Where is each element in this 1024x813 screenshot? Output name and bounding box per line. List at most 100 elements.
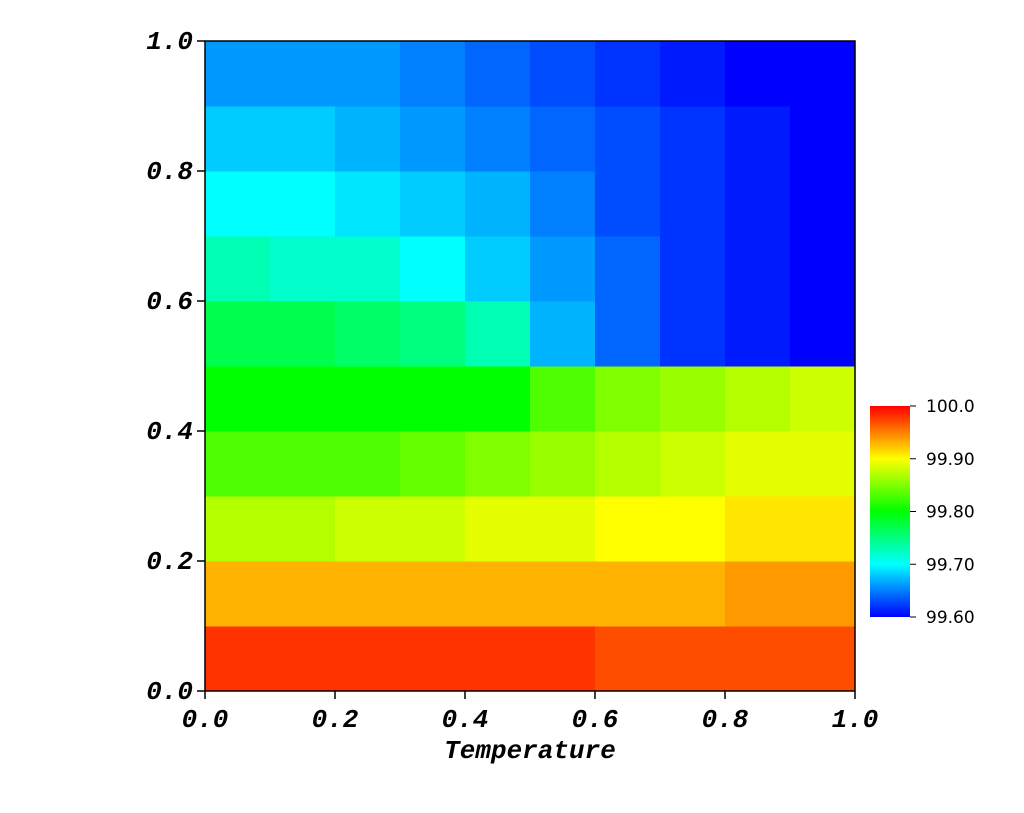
heat-cell [790, 41, 856, 107]
heat-cell [530, 561, 596, 627]
y-tick-label: 1.0 [146, 27, 193, 57]
heat-cell [205, 431, 271, 497]
heat-cell [595, 301, 661, 367]
heat-cell [725, 236, 791, 302]
heat-cell [465, 431, 531, 497]
heat-cell [465, 41, 531, 107]
heat-cell [335, 41, 401, 107]
heat-cell [530, 626, 596, 692]
heat-cell [530, 366, 596, 432]
heat-cell [530, 236, 596, 302]
heat-cell [270, 626, 336, 692]
colorbar-tick-label: 100.0 [926, 397, 975, 417]
heat-cell [790, 366, 856, 432]
heat-cell [205, 236, 271, 302]
heat-cell [335, 431, 401, 497]
heat-cell [660, 626, 726, 692]
heat-cell [270, 106, 336, 172]
y-tick-label: 0.6 [146, 287, 193, 317]
heat-cell [270, 236, 336, 302]
x-tick-label: 0.4 [442, 705, 489, 735]
heat-cell [595, 106, 661, 172]
heat-cell [465, 301, 531, 367]
heat-cell [465, 106, 531, 172]
heat-cell [660, 301, 726, 367]
heat-cell [465, 236, 531, 302]
heat-cell [790, 301, 856, 367]
heat-cell [660, 106, 726, 172]
heat-cell [725, 106, 791, 172]
heat-cell [465, 171, 531, 237]
colorbar [870, 406, 910, 617]
heat-cell [400, 301, 466, 367]
heat-cell [270, 561, 336, 627]
heat-cell [790, 431, 856, 497]
heat-cell [660, 236, 726, 302]
x-tick-label: 1.0 [832, 705, 879, 735]
colorbar-tick-label: 99.80 [926, 503, 975, 523]
heat-cell [660, 171, 726, 237]
heat-cell [465, 626, 531, 692]
heat-cell [335, 496, 401, 562]
x-tick-label: 0.2 [312, 705, 359, 735]
heat-cell [400, 496, 466, 562]
x-tick-label: 0.6 [572, 705, 619, 735]
heat-cell [465, 561, 531, 627]
heat-cell [660, 431, 726, 497]
heat-cell [270, 301, 336, 367]
colorbar-tick-label: 99.70 [926, 555, 975, 575]
heat-cell [335, 561, 401, 627]
heat-cell [790, 171, 856, 237]
heat-cell [335, 236, 401, 302]
x-tick-label: 0.0 [182, 705, 229, 735]
heat-cell [335, 626, 401, 692]
heat-cell [400, 106, 466, 172]
heat-cell [400, 366, 466, 432]
heat-cell [725, 41, 791, 107]
y-tick-label: 0.0 [146, 677, 193, 707]
heat-cell [400, 431, 466, 497]
heat-cell [660, 496, 726, 562]
heat-cell [205, 106, 271, 172]
heat-cell [790, 561, 856, 627]
heat-cell [790, 106, 856, 172]
heat-cell [725, 626, 791, 692]
heat-cell [595, 236, 661, 302]
heat-cell [270, 366, 336, 432]
heat-cell [595, 561, 661, 627]
heat-cell [400, 41, 466, 107]
heat-cell [335, 301, 401, 367]
heat-cell [335, 366, 401, 432]
heat-cell [205, 301, 271, 367]
heat-cell [270, 496, 336, 562]
heat-cell [270, 41, 336, 107]
heat-cell [335, 171, 401, 237]
heat-cell [465, 496, 531, 562]
y-tick-label: 0.4 [146, 417, 193, 447]
heat-cell [530, 171, 596, 237]
heat-cell [790, 626, 856, 692]
y-tick-label: 0.2 [146, 547, 193, 577]
heat-cell [530, 41, 596, 107]
heat-cell [205, 41, 271, 107]
x-tick-label: 0.8 [702, 705, 749, 735]
heat-cell [400, 561, 466, 627]
heat-cell [725, 561, 791, 627]
heat-cell [725, 431, 791, 497]
heat-cell [530, 301, 596, 367]
heat-cell [725, 301, 791, 367]
heat-cell [335, 106, 401, 172]
colorbar-tick-label: 99.90 [926, 450, 975, 470]
heat-cell [595, 496, 661, 562]
colorbar-tick-label: 99.60 [926, 608, 975, 628]
y-tick-label: 0.8 [146, 157, 193, 187]
heat-cell [595, 431, 661, 497]
heat-cell [205, 366, 271, 432]
heat-cell [725, 496, 791, 562]
heat-cell [530, 496, 596, 562]
heat-cell [725, 171, 791, 237]
heat-cell [270, 171, 336, 237]
heat-cell [530, 106, 596, 172]
heat-cell [595, 366, 661, 432]
